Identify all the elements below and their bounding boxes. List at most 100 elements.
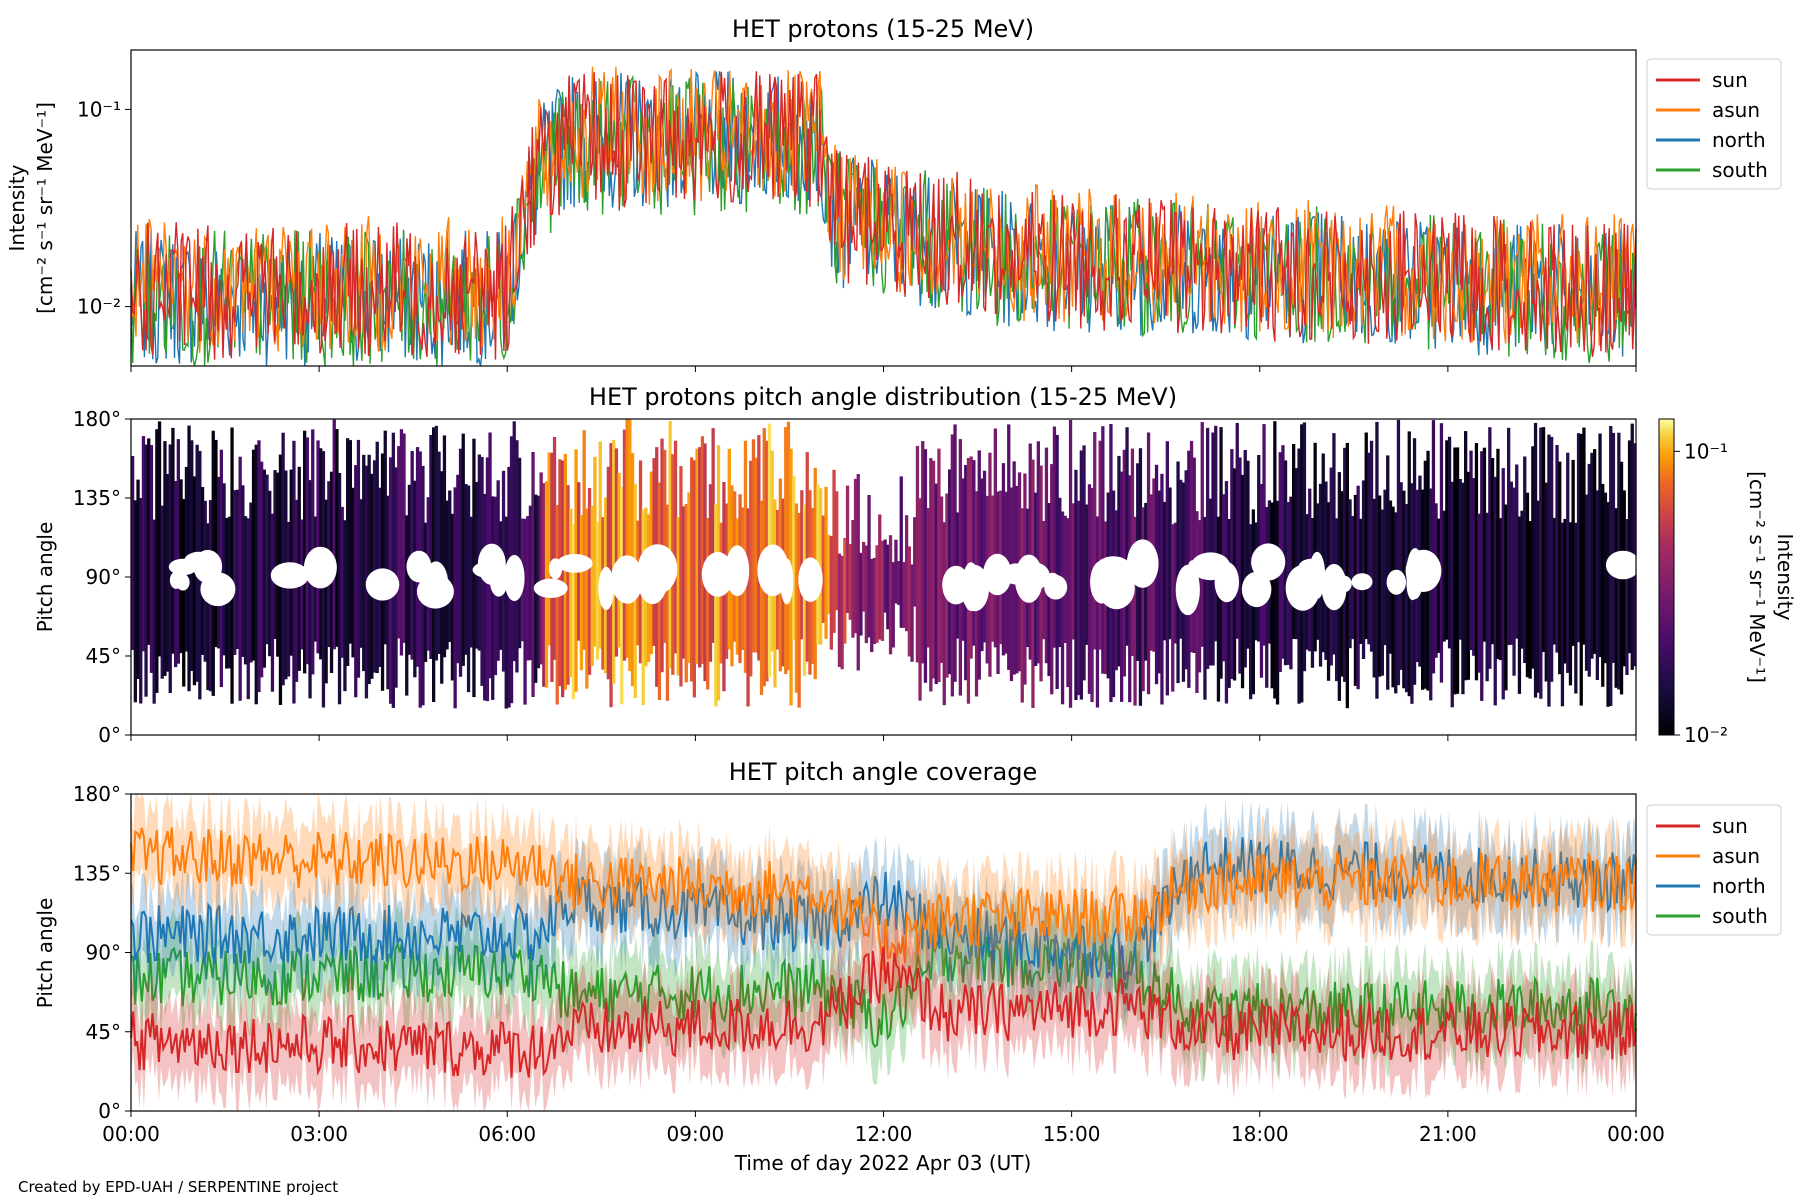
heatmap-gap [504,554,525,602]
heatmap-gap [490,567,508,597]
legend-label-sun: sun [1712,68,1748,92]
ytick-label: 45° [86,1020,121,1044]
heatmap-cell [1517,516,1522,694]
heatmap-cell [1404,504,1409,693]
panel3-title: HET pitch angle coverage [729,758,1037,786]
ytick-label: 90° [86,565,121,589]
heatmap-gap [1605,550,1641,580]
heatmap-cell [899,476,903,628]
heatmap-cell [1275,500,1280,705]
heatmap-cell [1361,480,1366,659]
heatmap-cell [797,513,801,708]
heatmap-cell [819,488,823,645]
footer-credit: Created by EPD-UAH / SERPENTINE project [18,1178,338,1196]
ytick-label: 135° [73,861,121,885]
heatmap-cell [157,421,162,657]
heatmap-gap [1214,562,1240,603]
heatmap-cell [918,498,922,701]
heatmap-cell [641,509,645,706]
heatmap-cell [1345,442,1349,709]
heatmap-cell [206,523,210,691]
heatmap-cell [848,544,852,620]
heatmap-cell [1386,455,1390,690]
heatmap-cell [483,493,487,701]
heatmap-cell [1378,495,1382,677]
heatmap-cell [1590,452,1594,659]
heatmap-cell [1007,424,1011,670]
legend-label-north: north [1712,874,1766,898]
heatmap-cell [1533,422,1538,698]
heatmap-cell [1601,483,1605,687]
heatmap-cell [286,521,291,677]
heatmap-cell [518,457,522,649]
heatmap-cell [262,469,266,668]
heatmap-gap [1015,562,1050,591]
heatmap-cell [1068,420,1073,708]
heatmap-cell [891,562,895,648]
heatmap-cell [1281,445,1285,659]
heatmap-cell [698,447,702,668]
heatmap-cell [1480,451,1484,701]
heatmap-cell [853,478,858,634]
heatmap-cell [934,483,938,684]
heatmap-cell [867,495,871,638]
heatmap-cell [1351,516,1355,640]
heatmap-gap [270,562,309,589]
heatmap-cell [851,520,855,638]
heatmap-cell [254,444,258,705]
heatmap-cell [612,439,616,684]
heatmap-cell [176,439,180,664]
heatmap-cell [883,539,887,613]
heatmap-cell [1200,422,1204,647]
heatmap-cell [1206,427,1210,669]
panel1-ylabel-line1: Intensity [5,164,29,251]
heatmap-cell [585,508,589,689]
heatmap-cell [1630,423,1634,670]
heatmap-cell [335,429,339,647]
heatmap-cell [1396,419,1401,686]
heatmap-gap [303,546,337,589]
heatmap-cell [1488,427,1492,669]
heatmap-cell [805,452,809,662]
heatmap-cell [1173,522,1178,644]
heatmap-cell [235,489,240,649]
heatmap-cell [346,438,350,666]
heatmap-cell [827,534,831,614]
heatmap-cell [888,535,893,655]
heatmap-cell [1219,427,1223,679]
heatmap-cell [1593,449,1597,654]
heatmap-cell [1211,432,1215,666]
panel1-ylabel-line2: [cm⁻² s⁻¹ sr⁻¹ MeV⁻¹] [33,102,57,314]
heatmap-cell [1598,433,1602,658]
heatmap-cell [628,419,632,671]
heatmap-cell [864,545,868,644]
heatmap-cell [1383,489,1387,646]
xtick-label: 00:00 [1607,1122,1665,1146]
heatmap-cell [251,449,256,661]
heatmap-cell [1087,484,1092,694]
panel3-legend: sun asun north south [1646,804,1782,936]
legend-box [1646,58,1782,190]
heatmap-cell [1625,519,1629,675]
heatmap-cell [668,421,672,669]
heatmap-cell [1085,504,1089,645]
heatmap-cell [523,518,527,705]
heatmap-cell [784,427,788,674]
heatmap-cell [1437,518,1441,653]
heatmap-cell [561,460,565,698]
heatmap-cell [458,448,463,677]
heatmap-cell [875,545,879,643]
heatmap-cell [1611,432,1616,663]
heatmap-cell [1606,502,1610,707]
heatmap-cell [684,504,688,683]
panel-intensity: HET protons (15-25 MeV) 10⁻¹ 10⁻² Intensi… [5,15,1782,372]
heatmap-cell [845,485,850,613]
heatmap-gap [1044,574,1068,600]
heatmap-cell [1507,427,1511,646]
heatmap-cell [1214,425,1218,642]
heatmap-cell [405,515,409,696]
series-line-asun [130,66,1637,354]
series-line-sun [130,71,1637,360]
heatmap-cell [1090,487,1094,703]
legend-label-north: north [1712,128,1766,152]
